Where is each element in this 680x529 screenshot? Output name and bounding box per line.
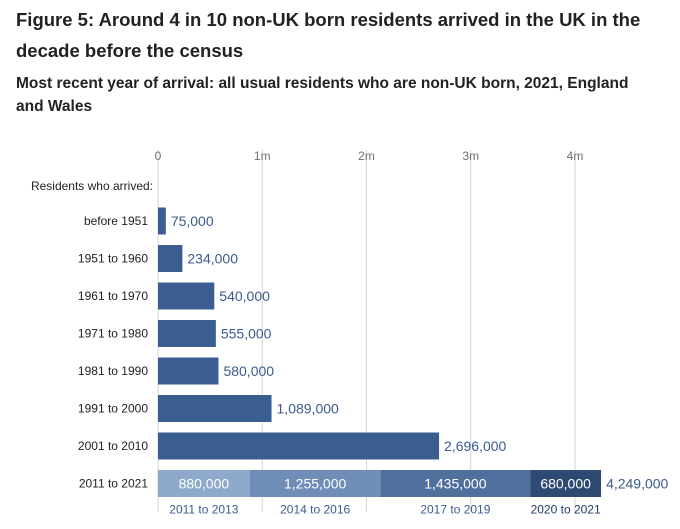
category-label: 1981 to 1990	[78, 364, 148, 378]
x-tick-label: 2m	[358, 149, 375, 163]
segment-value-label: 680,000	[540, 476, 591, 492]
bar	[158, 395, 272, 422]
x-tick-label: 1m	[254, 149, 271, 163]
x-tick-label: 3m	[462, 149, 479, 163]
value-label: 1,089,000	[277, 401, 339, 417]
segment-name-label: 2020 to 2021	[531, 503, 601, 517]
value-label: 2,696,000	[444, 438, 506, 454]
stacked-segment	[380, 470, 531, 497]
bar	[158, 432, 440, 460]
bar	[158, 320, 216, 347]
category-label: 2011 to 2021	[79, 477, 149, 491]
segment-name-label: 2017 to 2019	[420, 503, 490, 517]
segment-value-label: 1,255,000	[284, 476, 346, 492]
stacked-segment	[249, 470, 381, 497]
x-tick-label: 4m	[567, 149, 584, 163]
bar	[158, 357, 219, 385]
category-label: 1991 to 2000	[78, 402, 148, 416]
chart-subtitle: Most recent year of arrival: all usual r…	[16, 75, 629, 115]
value-label: 580,000	[223, 363, 274, 379]
value-label: 75,000	[171, 213, 214, 229]
category-header: Residents who arrived:	[31, 179, 153, 193]
segment-name-label: 2011 to 2013	[169, 503, 239, 517]
stacked-segment	[530, 470, 602, 497]
category-label: 1951 to 1960	[78, 252, 148, 266]
bar	[158, 245, 183, 272]
segment-value-label: 1,435,000	[424, 476, 486, 492]
chart-title: Figure 5: Around 4 in 10 non-UK born res…	[16, 9, 641, 61]
category-label: before 1951	[84, 214, 148, 228]
value-label: 234,000	[187, 251, 238, 267]
value-label: 540,000	[219, 288, 270, 304]
total-value-label: 4,249,000	[606, 476, 668, 492]
category-label: 1971 to 1980	[78, 327, 148, 341]
category-label: 1961 to 1970	[78, 289, 148, 303]
segment-value-label: 880,000	[179, 476, 230, 492]
x-tick-label: 0	[155, 149, 162, 163]
bar	[158, 207, 166, 235]
category-label: 2001 to 2010	[78, 439, 148, 453]
stacked-segment	[158, 470, 250, 497]
segment-name-label: 2014 to 2016	[280, 503, 350, 517]
bar	[158, 282, 215, 310]
value-label: 555,000	[221, 326, 272, 342]
